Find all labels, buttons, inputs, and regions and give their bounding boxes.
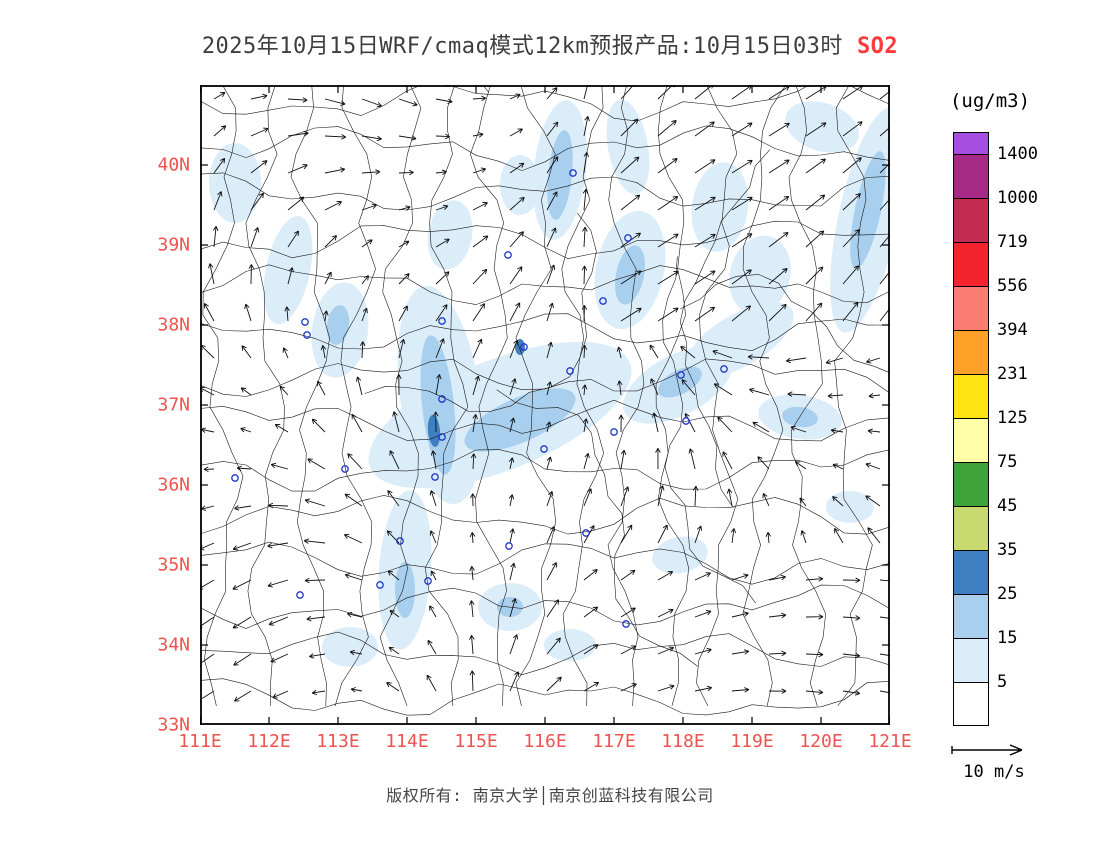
lon-label-117E: 117E	[592, 731, 636, 752]
city-marker	[582, 529, 590, 537]
administrative-boundaries	[200, 85, 890, 716]
colorbar-segment-10	[953, 550, 989, 595]
lat-label-40N: 40N	[157, 154, 190, 176]
map-content	[200, 85, 890, 716]
city-marker	[720, 365, 728, 373]
wind-vectors	[200, 85, 890, 703]
city-marker	[682, 417, 690, 425]
colorbar-segment-12	[953, 638, 989, 683]
colorbar-tick-labels: 1400 1000 719 556 394 231 125 75 45 35 25 15 5	[997, 132, 1067, 726]
title-species: SO2	[856, 34, 899, 59]
lat-label-39N: 39N	[157, 234, 190, 256]
colorbar-tick-394: 394	[997, 320, 1028, 340]
colorbar-segment-2	[953, 198, 989, 243]
lat-label-34N: 34N	[157, 634, 190, 656]
city-marker	[610, 428, 618, 436]
colorbar-segment-6	[953, 374, 989, 419]
city-marker	[341, 465, 349, 473]
city-marker	[566, 367, 574, 375]
lon-label-121E: 121E	[868, 731, 912, 752]
city-markers	[231, 169, 728, 628]
city-marker	[622, 620, 630, 628]
map-border	[200, 85, 890, 725]
lon-label-120E: 120E	[799, 731, 843, 752]
city-marker	[296, 591, 304, 599]
colorbar-tick-231: 231	[997, 364, 1028, 384]
colorbar-tick-5: 5	[997, 672, 1008, 692]
city-marker	[520, 343, 528, 351]
city-marker	[424, 577, 432, 585]
colorbar-tick-45: 45	[997, 496, 1018, 516]
page-title: 2025年10月15日WRF/cmaq模式12km预报产品:10月15日03时 S…	[0, 28, 1100, 60]
colorbar-tick-1000: 1000	[997, 188, 1038, 208]
colorbar-segment-11	[953, 594, 989, 639]
lon-label-113E: 113E	[316, 731, 360, 752]
city-marker	[569, 169, 577, 177]
colorbar-tick-25: 25	[997, 584, 1018, 604]
city-marker	[438, 433, 446, 441]
wind-scale-label: 10 m/s	[963, 762, 1025, 782]
copyright-text: 版权所有: 南京大学│南京创蓝科技有限公司	[386, 786, 714, 805]
city-marker	[599, 297, 607, 305]
city-marker	[438, 395, 446, 403]
lon-label-116E: 116E	[523, 731, 567, 752]
colorbar-segment-0	[953, 132, 989, 155]
city-marker	[303, 331, 311, 339]
latitude-axis: 40N 39N 38N 37N 36N 35N 34N 33N	[126, 85, 192, 736]
city-marker	[505, 542, 513, 550]
lat-label-36N: 36N	[157, 474, 190, 496]
lon-label-115E: 115E	[454, 731, 498, 752]
lat-label-37N: 37N	[157, 394, 190, 416]
city-marker	[677, 371, 685, 379]
city-marker	[231, 474, 239, 482]
so2-concentration-patches	[209, 99, 890, 667]
lat-label-38N: 38N	[157, 314, 190, 336]
colorbar-segment-3	[953, 242, 989, 287]
colorbar-segment-1	[953, 154, 989, 199]
colorbar-tick-35: 35	[997, 540, 1018, 560]
lat-label-35N: 35N	[157, 554, 190, 576]
colorbar-segment-8	[953, 462, 989, 507]
title-text: 2025年10月15日WRF/cmaq模式12km预报产品:10月15日03时	[201, 34, 843, 59]
lon-label-114E: 114E	[385, 731, 429, 752]
colorbar-segment-5	[953, 330, 989, 375]
colorbar-segment-9	[953, 506, 989, 551]
city-marker	[301, 318, 309, 326]
lon-label-119E: 119E	[730, 731, 774, 752]
city-marker	[396, 537, 404, 545]
lat-label-33N: 33N	[157, 714, 190, 736]
colorbar-tick-1400: 1400	[997, 144, 1038, 164]
colorbar-segment-7	[953, 418, 989, 463]
lon-label-111E: 111E	[178, 731, 222, 752]
colorbar-tick-125: 125	[997, 408, 1028, 428]
colorbar-segment-13	[953, 682, 989, 726]
colorbar-tick-556: 556	[997, 276, 1028, 296]
colorbar-unit-label: (ug/m3)	[949, 90, 1031, 112]
lon-label-118E: 118E	[661, 731, 705, 752]
city-marker	[376, 581, 384, 589]
city-marker	[540, 445, 548, 453]
longitude-axis: 111E 112E 113E 114E 115E 116E 117E 118E 119E 120E…	[178, 731, 911, 755]
colorbar-tick-75: 75	[997, 452, 1018, 472]
city-marker	[624, 234, 632, 242]
city-marker	[504, 251, 512, 259]
lon-label-112E: 112E	[247, 731, 291, 752]
colorbar	[953, 132, 989, 726]
wind-scale-legend: 10 m/s	[944, 740, 1064, 788]
colorbar-tick-719: 719	[997, 232, 1028, 252]
colorbar-segment-4	[953, 286, 989, 331]
city-marker	[438, 317, 446, 325]
wind-scale-arrow-icon	[951, 744, 1023, 756]
city-marker	[431, 473, 439, 481]
colorbar-tick-15: 15	[997, 628, 1018, 648]
forecast-map	[200, 85, 890, 725]
